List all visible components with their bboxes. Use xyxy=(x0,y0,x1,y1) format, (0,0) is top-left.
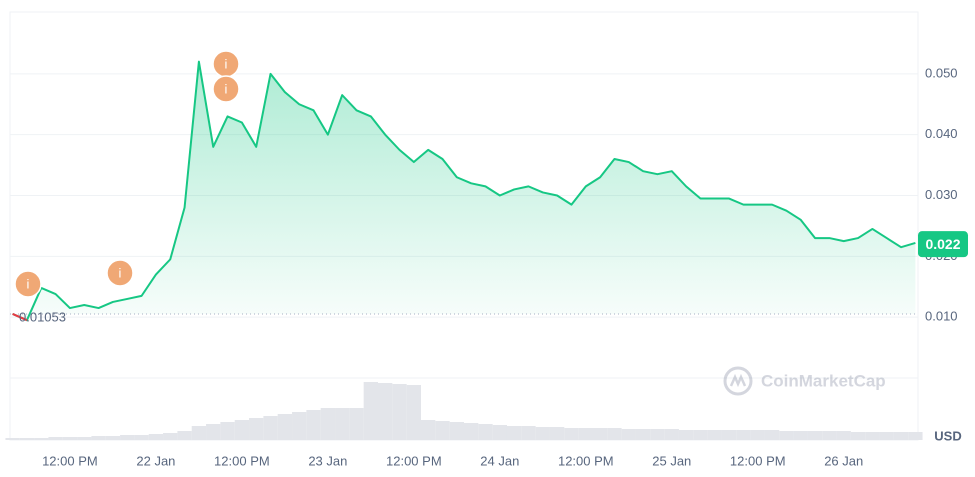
volume-bar xyxy=(277,414,293,440)
volume-bar xyxy=(578,428,593,440)
volume-bar xyxy=(707,430,722,440)
x-tick-label: 24 Jan xyxy=(480,453,519,468)
volume-bar xyxy=(736,430,751,440)
y-tick-label: 0.030 xyxy=(925,187,958,202)
x-tick-label: 12:00 PM xyxy=(730,453,786,468)
volume-bar xyxy=(908,432,923,440)
event-marker-label: i xyxy=(27,276,30,291)
volume-bar xyxy=(206,424,221,440)
volume-bar xyxy=(650,429,665,440)
volume-bar xyxy=(535,427,550,440)
volume-bar xyxy=(764,430,780,440)
volume-bar xyxy=(62,437,78,440)
volume-bar xyxy=(793,431,808,440)
volume-bar xyxy=(750,430,765,440)
volume-bar xyxy=(807,431,823,440)
volume-bar xyxy=(421,420,436,440)
event-marker-label: i xyxy=(225,56,228,71)
volume-bar xyxy=(320,408,336,440)
watermark: CoinMarketCap xyxy=(723,366,886,396)
volume-bar xyxy=(621,429,636,440)
volume-bar xyxy=(893,432,909,440)
volume-bar xyxy=(378,383,393,440)
volume-bar xyxy=(191,426,207,440)
volume-bar xyxy=(34,438,49,440)
x-tick-label: 26 Jan xyxy=(824,453,863,468)
volume-bar xyxy=(836,431,851,440)
volume-bar xyxy=(879,432,894,440)
volume-bar xyxy=(5,438,20,440)
event-marker xyxy=(14,270,42,298)
y-tick-label: 0.040 xyxy=(925,126,958,141)
volume-bar xyxy=(91,436,106,440)
event-marker-label: i xyxy=(119,265,122,280)
volume-bar xyxy=(134,435,149,440)
volume-bar xyxy=(292,412,307,440)
volume-bar xyxy=(392,384,407,440)
event-marker-label: i xyxy=(225,81,228,96)
volume-bar xyxy=(492,425,507,440)
volume-bar xyxy=(549,427,565,440)
x-tick-label: 12:00 PM xyxy=(214,453,270,468)
volume-bar xyxy=(478,424,493,440)
x-tick-label: 12:00 PM xyxy=(42,453,98,468)
volume-bar xyxy=(77,437,92,440)
volume-bar xyxy=(363,382,379,440)
volume-bar xyxy=(148,434,164,440)
volume-bar xyxy=(678,430,694,440)
event-marker xyxy=(212,75,240,103)
volume-bar xyxy=(48,437,63,440)
x-tick-label: 22 Jan xyxy=(136,453,175,468)
y-tick-label: 0.050 xyxy=(925,65,958,80)
volume-bar xyxy=(349,408,364,440)
current-price-badge xyxy=(918,231,968,258)
volume-bar xyxy=(220,422,235,440)
volume-bar xyxy=(234,420,250,440)
volume-bar xyxy=(406,385,422,440)
volume-bar xyxy=(850,432,866,440)
volume-bar xyxy=(449,422,464,440)
volume-bar xyxy=(177,431,192,440)
x-tick-label: 25 Jan xyxy=(652,453,691,468)
volume-bar xyxy=(521,426,536,440)
unit-label: USD xyxy=(934,428,961,443)
volume-bar xyxy=(249,418,264,440)
volume-bar xyxy=(779,431,794,440)
volume-bar xyxy=(306,410,321,440)
volume-bar xyxy=(635,429,651,440)
watermark-text: CoinMarketCap xyxy=(761,371,886,390)
current-price-label: 0.022 xyxy=(925,236,960,252)
volume-bar xyxy=(163,433,178,440)
x-tick-label: 23 Jan xyxy=(308,453,347,468)
volume-bar xyxy=(664,429,679,440)
volume-bar xyxy=(592,428,608,440)
volume-bar xyxy=(120,435,135,440)
volume-bar xyxy=(463,423,479,440)
start-price-label: 0.01053 xyxy=(19,309,66,324)
volume-bar xyxy=(693,430,708,440)
event-marker xyxy=(106,259,134,287)
x-tick-label: 12:00 PM xyxy=(386,453,442,468)
volume-bar xyxy=(435,421,450,440)
volume-bar xyxy=(865,432,880,440)
volume-bar xyxy=(607,428,622,440)
volume-bar xyxy=(19,438,35,440)
y-tick-label: 0.010 xyxy=(925,309,958,324)
volume-bar xyxy=(721,430,737,440)
price-area xyxy=(12,61,916,321)
volume-bar xyxy=(263,416,278,440)
x-tick-label: 12:00 PM xyxy=(558,453,614,468)
volume-bar xyxy=(822,431,837,440)
volume-bar xyxy=(335,408,350,440)
volume-bar xyxy=(105,436,121,440)
price-line xyxy=(12,60,916,322)
price-line-down xyxy=(12,313,28,322)
volume-bar xyxy=(564,428,579,440)
volume-bar xyxy=(506,426,522,440)
